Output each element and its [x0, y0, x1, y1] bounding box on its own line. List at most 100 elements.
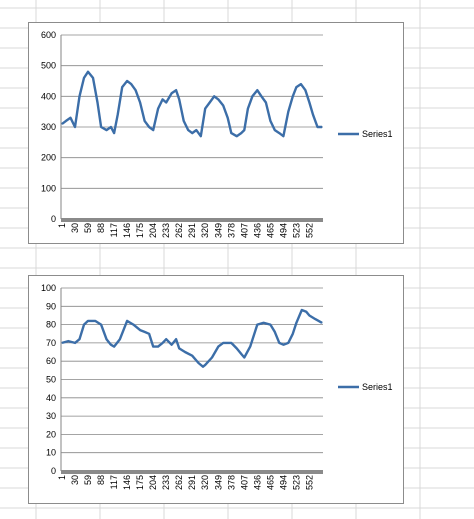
data-point — [165, 101, 167, 104]
data-point — [139, 101, 141, 104]
data-point — [263, 322, 265, 324]
data-point — [187, 129, 189, 131]
data-point — [314, 318, 316, 320]
data-point — [321, 126, 323, 128]
x-tick-label: 407 — [239, 475, 249, 490]
data-point — [148, 333, 150, 335]
data-point — [304, 89, 306, 91]
data-point — [222, 104, 224, 107]
data-point — [269, 324, 271, 326]
data-point — [67, 340, 69, 342]
data-point — [110, 344, 112, 346]
data-point — [100, 324, 102, 326]
x-tick-label: 30 — [70, 475, 80, 485]
data-point — [87, 71, 89, 73]
x-tick-label: 291 — [187, 475, 197, 490]
series-line — [61, 308, 323, 368]
data-point — [274, 129, 276, 131]
data-point — [139, 329, 141, 331]
data-point — [135, 89, 137, 91]
data-point — [308, 101, 310, 104]
data-point — [222, 342, 224, 344]
y-tick-label: 300 — [41, 122, 56, 132]
x-tick-label: 523 — [291, 475, 301, 490]
data-point — [265, 101, 267, 104]
data-point — [202, 366, 204, 368]
data-point — [130, 83, 132, 85]
data-point — [197, 362, 200, 364]
data-point — [110, 126, 112, 128]
data-point — [83, 77, 85, 79]
data-point — [65, 120, 67, 122]
data-point — [78, 95, 81, 97]
chart-frame-top[interactable]: 0 100 200 300 400 500 600 1 30 59 88 117 146 175 204 23… — [28, 22, 404, 244]
x-tick-label: 349 — [213, 223, 223, 238]
data-point — [243, 129, 245, 131]
data-point — [292, 333, 294, 335]
x-tick-label: 378 — [226, 223, 236, 238]
legend-label: Series1 — [362, 129, 393, 139]
x-tick-label: 175 — [135, 223, 145, 238]
x-axis-band — [61, 218, 323, 222]
y-tick-label: 500 — [41, 61, 56, 71]
chart-frame-bottom[interactable]: 0 10 20 30 40 50 60 70 80 90 100 1 30 59 88 117 146 175 20… — [28, 275, 404, 504]
data-point — [282, 135, 284, 137]
data-point — [83, 324, 85, 326]
data-point — [117, 114, 119, 116]
data-point — [269, 120, 271, 122]
y-tick-label: 70 — [46, 338, 56, 348]
data-point — [295, 86, 297, 88]
y-tick-label: 40 — [46, 393, 56, 403]
x-tick-label: 204 — [148, 223, 158, 238]
data-point — [209, 101, 211, 104]
legend-label: Series1 — [362, 382, 393, 392]
y-tick-label: 100 — [41, 183, 56, 193]
data-point — [300, 83, 302, 85]
data-point — [240, 353, 242, 355]
y-tick-label: 600 — [41, 30, 56, 40]
x-tick-label: 552 — [304, 475, 314, 490]
data-point — [204, 364, 206, 366]
data-point — [105, 129, 108, 131]
data-point — [171, 344, 173, 346]
data-point — [227, 342, 229, 344]
x-tick-label: 262 — [174, 223, 184, 238]
data-point — [126, 320, 128, 322]
x-tick-label: 436 — [252, 475, 262, 490]
data-point — [144, 331, 146, 333]
data-point — [105, 338, 108, 340]
data-point — [165, 338, 167, 340]
data-point — [178, 98, 180, 100]
data-point — [243, 356, 245, 359]
x-tick-label: 59 — [83, 223, 93, 233]
x-tick-label: 233 — [161, 223, 171, 238]
x-axis-band — [61, 470, 323, 474]
data-point — [157, 346, 159, 348]
data-point — [247, 108, 249, 110]
data-point — [251, 95, 253, 97]
data-point — [183, 120, 185, 122]
data-point — [249, 346, 251, 348]
data-point — [162, 98, 164, 100]
x-tick-label: 291 — [187, 223, 197, 238]
y-tick-label: 60 — [46, 356, 56, 366]
x-tick-label: 146 — [122, 475, 132, 490]
x-tick-label: 30 — [70, 223, 80, 233]
y-tick-label: 100 — [41, 283, 56, 293]
data-point — [236, 347, 238, 349]
data-point — [217, 98, 219, 100]
x-tick-label: 320 — [200, 223, 210, 238]
y-tick-label: 20 — [46, 429, 56, 439]
data-point — [287, 111, 289, 113]
x-tick-label: 233 — [161, 475, 171, 490]
data-point — [78, 338, 81, 340]
data-point — [287, 342, 289, 344]
data-point — [282, 344, 284, 346]
x-tick-label: 117 — [109, 475, 119, 489]
x-tick-label: 175 — [135, 475, 145, 490]
data-point — [100, 126, 102, 128]
x-tick-label: 494 — [278, 223, 288, 238]
x-tick-label: 320 — [200, 475, 210, 490]
data-point — [74, 342, 76, 344]
